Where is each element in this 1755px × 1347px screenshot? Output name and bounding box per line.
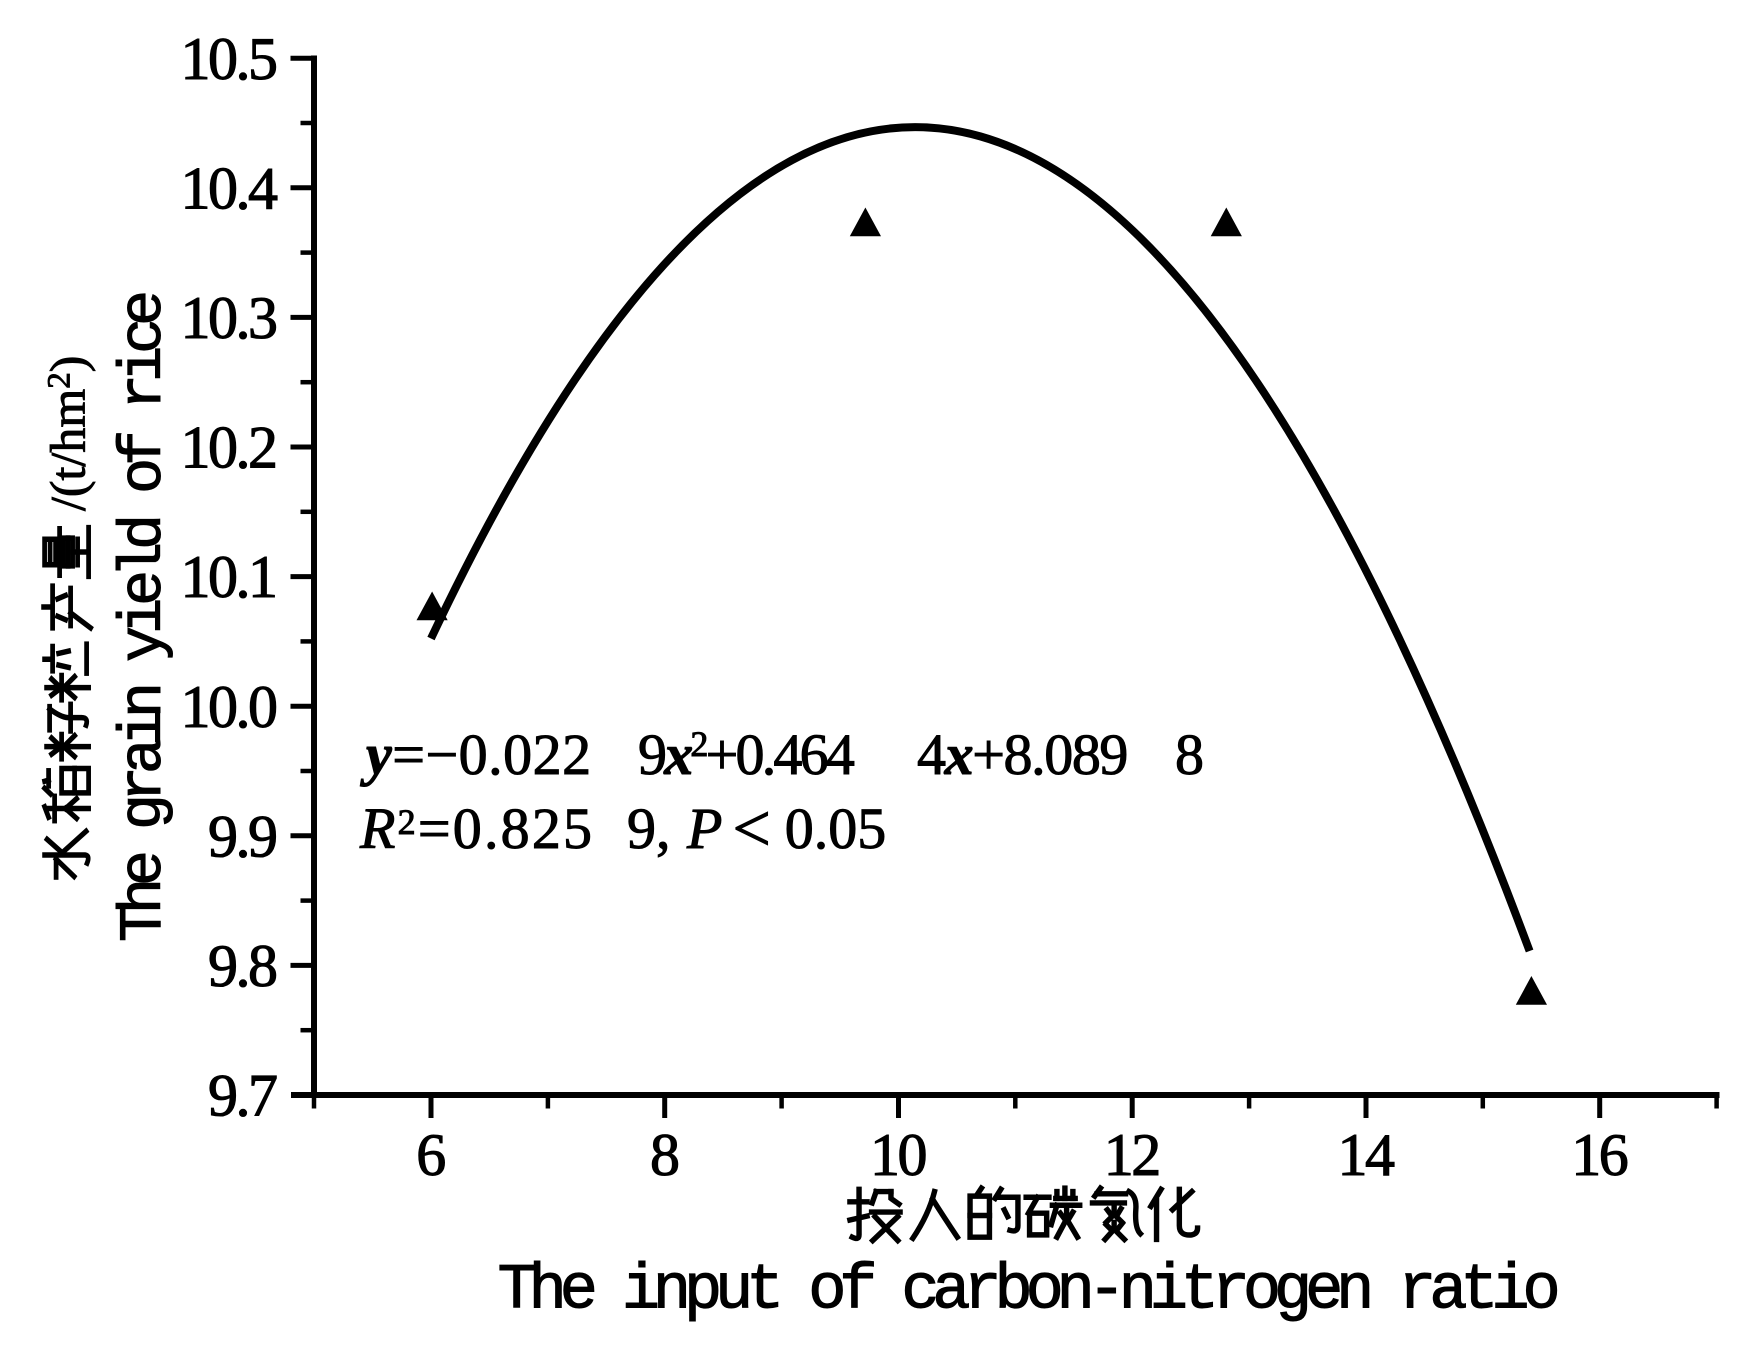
svg-text:10.3: 10.3	[181, 285, 277, 351]
svg-text:4x+8.089: 4x+8.089	[917, 722, 1127, 787]
svg-text:10.4: 10.4	[181, 155, 279, 221]
svg-text:10.2: 10.2	[181, 415, 276, 481]
svg-text:16: 16	[1571, 1122, 1628, 1188]
svg-text:9.7: 9.7	[208, 1063, 277, 1129]
svg-text:6: 6	[416, 1122, 445, 1188]
svg-text:10.5: 10.5	[181, 26, 277, 92]
svg-text:The input of carbon-nitrogen r: The input of carbon-nitrogen ratio	[498, 1256, 1558, 1328]
svg-text:9,: 9,	[627, 796, 671, 861]
svg-text:10.1: 10.1	[181, 544, 276, 610]
svg-text:9.8: 9.8	[208, 933, 276, 999]
svg-text:y=−0.022: y=−0.022	[360, 722, 592, 787]
svg-text:R2=0.825: R2=0.825	[359, 796, 594, 861]
svg-text:P<0.05: P <0.05	[686, 790, 886, 866]
svg-text:9.9: 9.9	[208, 803, 276, 869]
svg-text:10.0: 10.0	[181, 674, 277, 740]
svg-text:12: 12	[1104, 1122, 1159, 1188]
svg-text:9x2+0.464: 9x2+0.464	[638, 722, 855, 787]
svg-text:The grain yield of rice: The grain yield of rice	[111, 293, 179, 942]
svg-text:8: 8	[1175, 722, 1204, 787]
svg-text:10: 10	[870, 1122, 926, 1188]
svg-text:8: 8	[650, 1122, 678, 1188]
svg-text:14: 14	[1338, 1122, 1396, 1188]
